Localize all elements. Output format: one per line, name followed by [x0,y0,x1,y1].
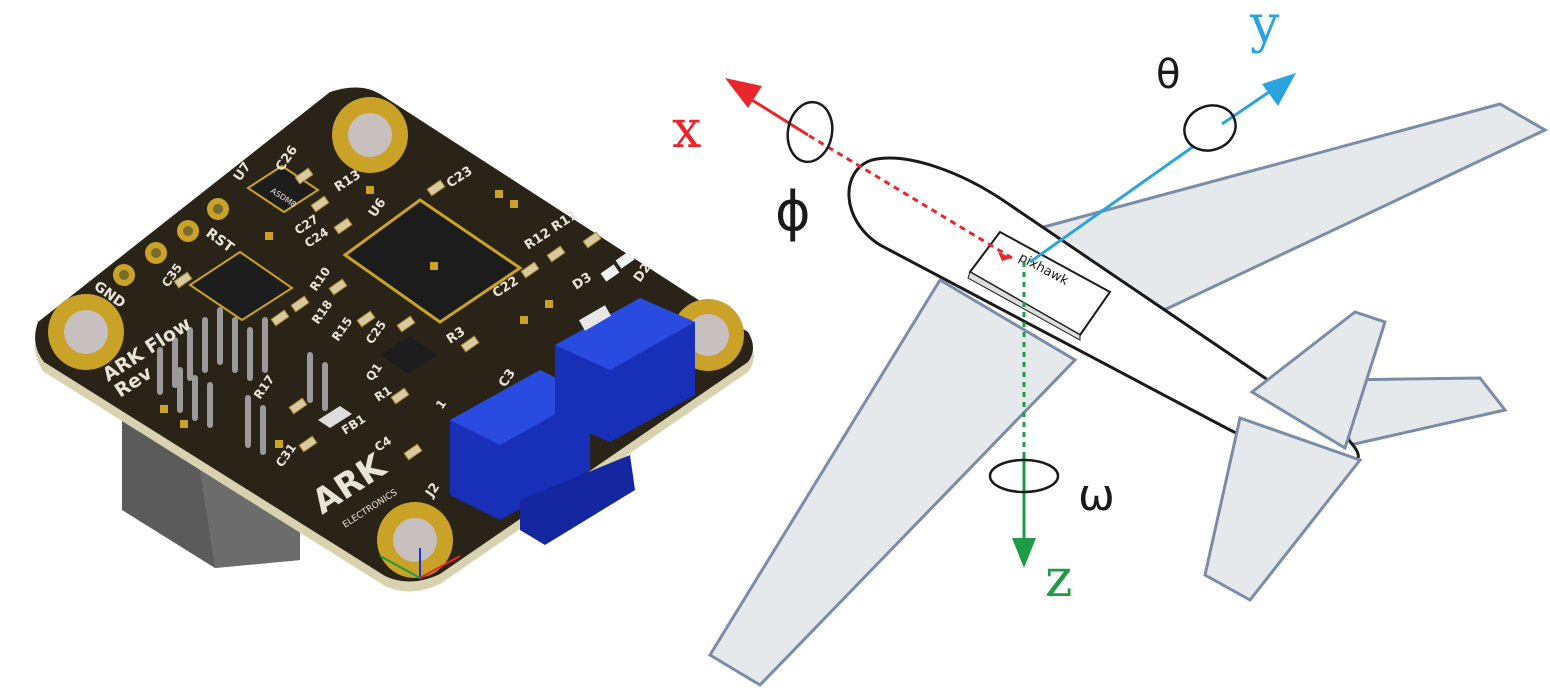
cad-axis-triad [379,548,461,579]
axis-z: z [1012,262,1072,609]
axis-x-label: x [672,100,701,160]
airplane-diagram: pixhawk x ϕ y θ z [672,0,1549,687]
axis-y-label: y [1249,0,1280,55]
pcb-board-render: ASDM8 [35,87,755,592]
component-fb1 [318,406,352,428]
mounting-hole-bottom [377,502,453,578]
header-pins [157,307,328,455]
ic-secondary [188,250,294,322]
refdes-j2: J2 [422,480,443,501]
connector-j1 [555,298,695,442]
axis-z-label: z [1045,549,1072,609]
passive-components [173,167,602,461]
axis-y: y [1029,0,1296,264]
stabilizer-lower [1203,416,1363,602]
mounting-hole-top [332,97,408,173]
transistor-q1 [380,336,438,374]
roll-rotation-arrow [786,100,834,164]
yaw-rotation-arrow [988,458,1060,494]
mounting-hole-left [48,294,124,370]
yaw-symbol: ω [1078,470,1115,521]
test-pads [113,198,229,286]
roll-symbol: ϕ [775,180,811,243]
ic-u6 [342,198,523,324]
leds [600,251,635,282]
pitch-symbol: θ [1156,52,1180,98]
tail-fin [1249,310,1387,451]
ic-u7 [246,164,320,214]
axis-x: x [672,78,1013,261]
vias [160,186,553,448]
pitch-rotation-arrow [1183,104,1237,152]
near-wing [707,277,1078,687]
connector-latch [579,305,611,331]
